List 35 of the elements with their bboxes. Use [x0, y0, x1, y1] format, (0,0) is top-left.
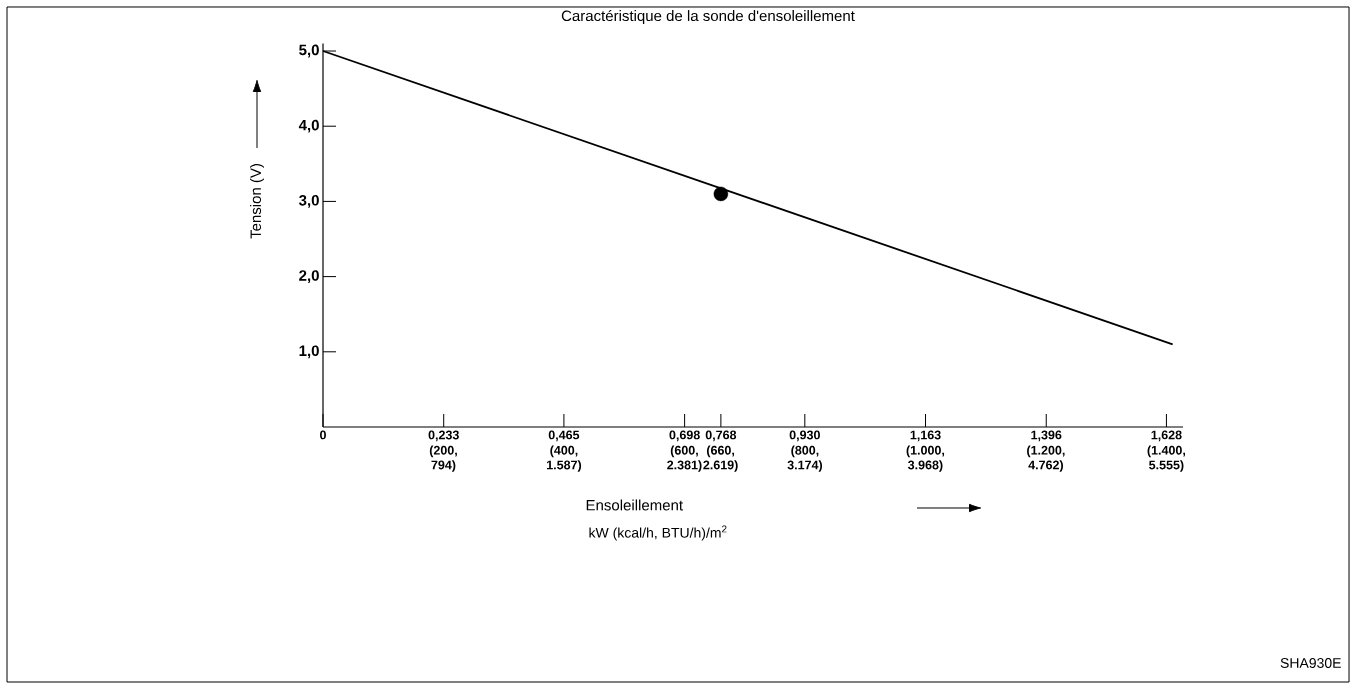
- y-axis-title: Tension (V): [250, 164, 264, 239]
- text: 3.174): [787, 460, 823, 472]
- x-tick-label: 0,698: [669, 430, 700, 442]
- x-tick-label: 0,768: [705, 430, 737, 442]
- x-tick-label: 0,930: [789, 430, 820, 442]
- x-tick-label: 1,163: [910, 430, 941, 442]
- text: 5.555): [1149, 460, 1184, 472]
- x2-tick-label: (600,: [670, 445, 698, 458]
- y-tick-label: 5,0: [299, 44, 319, 58]
- x-tick-label: 0,233: [428, 430, 459, 442]
- x2-tick-label: (1.000,: [906, 445, 945, 458]
- y-tick-label: 4,0: [298, 119, 319, 133]
- x-tick-label: 1,396: [1031, 430, 1062, 442]
- x-tick-label: 0: [320, 430, 326, 440]
- text: 2.619): [703, 460, 738, 472]
- text: kW (kcal/h, BTU/h)/m$^{2}$: [589, 525, 727, 541]
- text: 4.762): [1028, 460, 1064, 472]
- x2-tick-label: (200,: [429, 445, 457, 458]
- x2-tick-label: (1.200,: [1027, 445, 1065, 458]
- x-axis-title: Ensoleillement: [586, 499, 683, 511]
- x2-tick-label: (1.400,: [1147, 445, 1186, 458]
- x2-tick-label: (660,: [706, 445, 735, 458]
- text: 794): [431, 460, 456, 472]
- y-tick-label: 1,0: [299, 345, 319, 359]
- x2-tick-label: (800,: [791, 445, 819, 458]
- text: 1.587): [547, 460, 582, 472]
- text: SHA930E: [1280, 658, 1341, 668]
- text: 2.381): [667, 460, 702, 472]
- x-tick-label: 0,465: [548, 430, 580, 442]
- text: 3.968): [907, 460, 943, 472]
- y-tick-label: 3,0: [298, 195, 319, 208]
- y-tick-label: 2,0: [299, 270, 319, 284]
- chart-title: Caractéristique de la sonde d'ensoleillement: [561, 9, 855, 25]
- x-tick-label: 1,628: [1151, 430, 1182, 442]
- x2-tick-label: (400,: [550, 445, 578, 458]
